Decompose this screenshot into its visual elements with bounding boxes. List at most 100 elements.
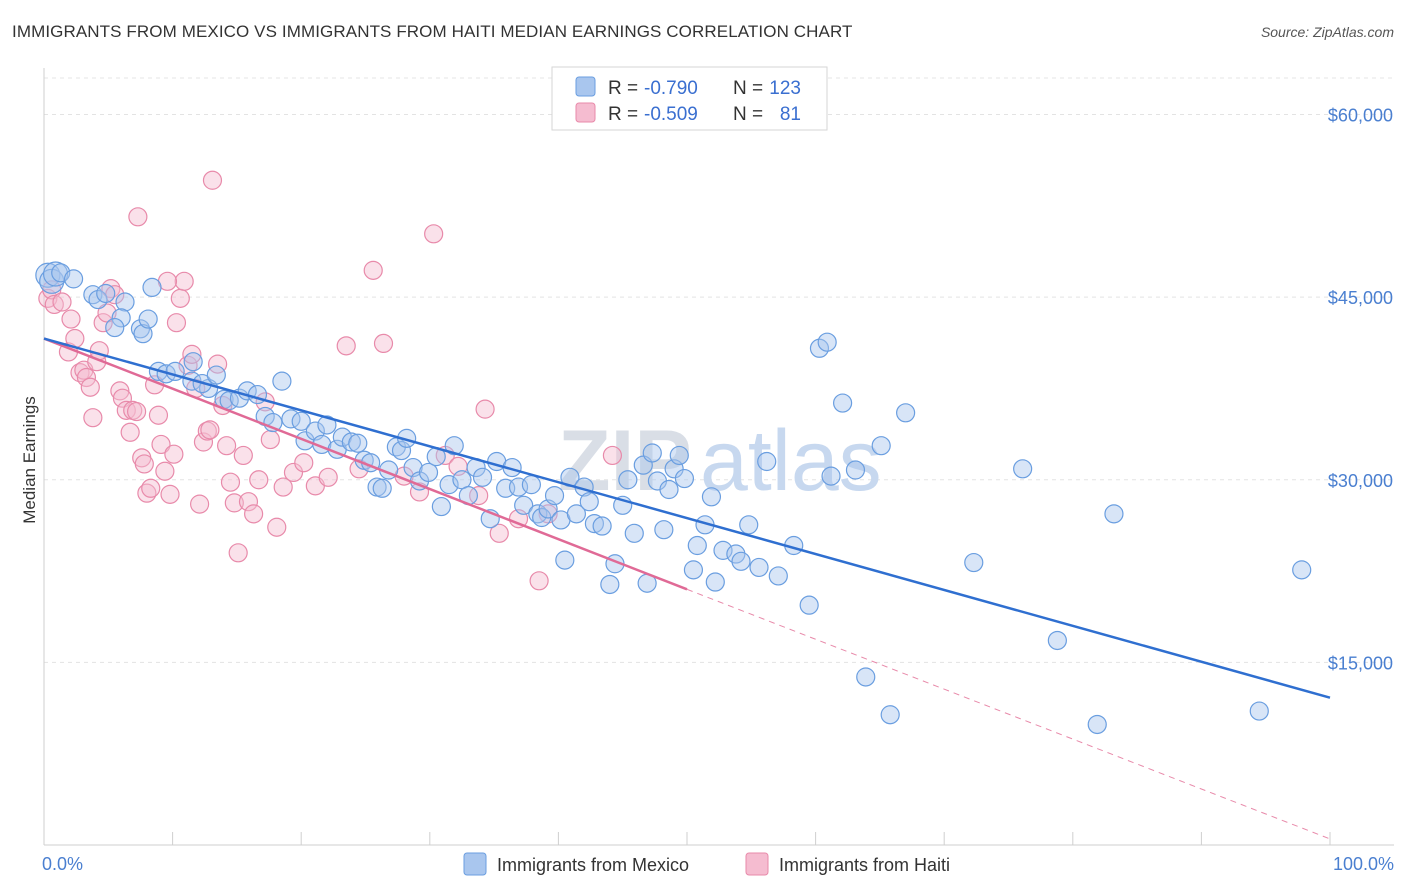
mexico-point	[731, 551, 751, 571]
haiti-point	[363, 260, 383, 280]
mexico-point	[654, 520, 674, 540]
haiti-point	[93, 313, 113, 333]
mexico-point	[472, 467, 493, 487]
mexico-point	[272, 371, 292, 391]
x-tick-label-max: 100.0%	[1333, 854, 1394, 874]
mexico-point	[439, 475, 459, 495]
mexico-point	[544, 485, 565, 506]
haiti-point	[424, 224, 444, 244]
mexico-point	[1047, 630, 1067, 651]
mexico-point	[142, 277, 162, 298]
legend-haiti-n-label: N =	[733, 104, 763, 125]
mexico-point	[88, 289, 108, 310]
haiti-point	[224, 493, 244, 513]
legend-haiti-n-value: 81	[780, 104, 801, 125]
mexico-point	[111, 308, 131, 328]
mexico-point	[713, 540, 733, 560]
haiti-point	[249, 470, 269, 490]
haiti-point	[294, 453, 314, 473]
series-legend-swatch-haiti	[745, 852, 769, 876]
haiti-point	[529, 571, 549, 591]
mexico-point	[683, 560, 704, 580]
legend-mexico-n-value: 123	[769, 78, 801, 99]
haiti-point	[228, 543, 248, 563]
mexico-point	[1087, 714, 1107, 735]
haiti-point	[160, 484, 180, 504]
axes	[43, 68, 1394, 846]
mexico-point	[514, 495, 534, 515]
haiti-point	[110, 381, 130, 401]
chart-title: IMMIGRANTS FROM MEXICO VS IMMIGRANTS FRO…	[12, 22, 853, 41]
mexico-point	[206, 365, 226, 385]
haiti-point	[83, 408, 103, 428]
haiti-point	[193, 432, 214, 452]
y-tick-label: $15,000	[1328, 653, 1393, 673]
mexico-point	[105, 317, 125, 338]
haiti-point	[260, 429, 280, 450]
haiti-point	[489, 523, 509, 543]
legend-swatch-haiti	[575, 102, 596, 123]
source-label: Source: ZipAtlas.com	[1260, 24, 1394, 40]
haiti-point	[174, 271, 194, 291]
mexico-point	[880, 705, 900, 725]
haiti-point	[267, 517, 287, 537]
haiti-points	[38, 170, 623, 591]
mexico-point	[674, 468, 695, 489]
mexico-point	[418, 462, 439, 483]
trend-lines	[43, 337, 1331, 840]
mexico-point	[1292, 560, 1312, 580]
mexico-point	[705, 572, 725, 592]
mexico-point	[521, 475, 541, 495]
mexico-point	[809, 338, 830, 358]
watermark-atlas: atlas	[700, 413, 882, 509]
haiti-point	[80, 377, 100, 397]
mexico-point	[856, 667, 876, 687]
mexico-point	[687, 535, 707, 556]
mexico-point	[749, 557, 769, 578]
x-tick-label-min: 0.0%	[42, 854, 83, 874]
legend-swatch-mexico	[575, 76, 596, 97]
haiti-point	[141, 478, 161, 498]
mexico-point	[183, 352, 203, 372]
haiti-point	[120, 422, 140, 442]
mexico-point	[341, 432, 361, 452]
mexico-point	[618, 470, 638, 490]
series-legend-swatch-mexico	[463, 852, 487, 876]
mexico-point	[757, 451, 777, 472]
mexico-point	[138, 309, 158, 329]
mexico-point	[871, 436, 891, 456]
haiti-point	[166, 313, 187, 333]
haiti-point	[475, 399, 495, 419]
mexico-point	[821, 466, 841, 486]
mexico-trend-line	[43, 337, 1331, 699]
legend-mexico-n-label: N =	[733, 78, 763, 99]
mexico-point	[372, 478, 392, 498]
mexico-point	[96, 283, 116, 304]
mexico-point	[845, 460, 866, 480]
haiti-point	[164, 444, 184, 464]
haiti-point	[61, 309, 81, 329]
legend-mexico-r-label: R =	[608, 78, 638, 99]
mexico-point	[444, 436, 464, 456]
y-tick-label: $60,000	[1328, 106, 1393, 126]
watermark: ZIP atlas	[558, 413, 882, 509]
mexico-point	[348, 433, 368, 453]
haiti-point	[238, 492, 259, 512]
haiti-point	[116, 400, 136, 420]
mexico-point	[317, 415, 337, 435]
mexico-point	[799, 595, 819, 615]
haiti-point	[373, 333, 394, 354]
mexico-point	[817, 332, 837, 352]
legend-box	[551, 66, 828, 131]
haiti-point	[148, 405, 169, 425]
haiti-point	[217, 436, 237, 456]
haiti-point	[202, 170, 223, 190]
series-legend-mexico: Immigrants from Mexico	[497, 855, 689, 875]
haiti-point	[200, 420, 220, 440]
mexico-points	[35, 261, 1312, 735]
y-tick-label: $30,000	[1328, 471, 1393, 491]
mexico-point	[964, 552, 984, 573]
haiti-point	[128, 207, 148, 227]
haiti-point	[283, 462, 304, 483]
legend-haiti-r-value: -0.509	[644, 104, 698, 125]
